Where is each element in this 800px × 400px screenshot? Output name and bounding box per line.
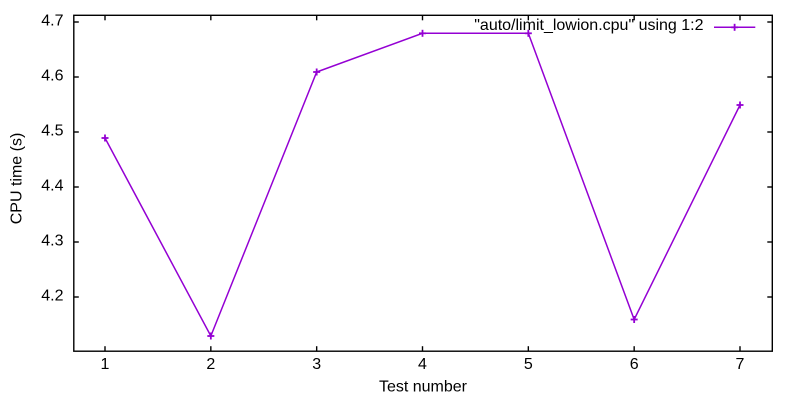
- svg-text:7: 7: [736, 356, 745, 373]
- svg-text:4: 4: [418, 356, 427, 373]
- svg-text:"auto/limit_lowion.cpu" using: "auto/limit_lowion.cpu" using 1:2: [474, 17, 703, 34]
- svg-text:4.6: 4.6: [41, 68, 63, 85]
- svg-text:4.7: 4.7: [41, 13, 63, 30]
- svg-text:6: 6: [630, 356, 639, 373]
- svg-text:4.4: 4.4: [41, 178, 63, 195]
- svg-text:4.3: 4.3: [41, 233, 63, 250]
- svg-text:4.5: 4.5: [41, 123, 63, 140]
- svg-text:3: 3: [312, 356, 321, 373]
- svg-text:5: 5: [524, 356, 533, 373]
- svg-text:1: 1: [101, 356, 110, 373]
- svg-text:CPU time (s): CPU time (s): [9, 133, 26, 225]
- svg-text:2: 2: [206, 356, 215, 373]
- svg-text:Test number: Test number: [379, 379, 468, 396]
- svg-text:4.2: 4.2: [41, 288, 63, 305]
